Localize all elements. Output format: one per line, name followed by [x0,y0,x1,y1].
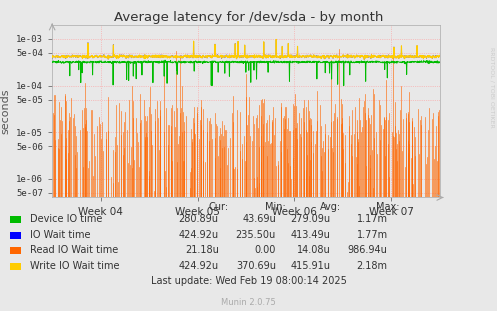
Text: 413.49u: 413.49u [291,230,331,240]
Text: Read IO Wait time: Read IO Wait time [30,245,118,255]
Text: Last update: Wed Feb 19 08:00:14 2025: Last update: Wed Feb 19 08:00:14 2025 [151,276,346,286]
Text: Device IO time: Device IO time [30,214,102,224]
Y-axis label: seconds: seconds [0,88,11,134]
Text: 1.17m: 1.17m [357,214,388,224]
Text: 424.92u: 424.92u [178,230,219,240]
Text: Write IO Wait time: Write IO Wait time [30,261,119,271]
Text: Min:: Min: [265,202,286,212]
Text: Max:: Max: [376,202,400,212]
Text: IO Wait time: IO Wait time [30,230,90,240]
Text: Avg:: Avg: [320,202,341,212]
Text: 14.08u: 14.08u [297,245,331,255]
Text: RRDTOOL / TOBI OETIKER: RRDTOOL / TOBI OETIKER [490,47,495,128]
Text: 0.00: 0.00 [254,245,276,255]
Text: 415.91u: 415.91u [291,261,331,271]
Text: 2.18m: 2.18m [357,261,388,271]
Text: 424.92u: 424.92u [178,261,219,271]
Text: 235.50u: 235.50u [236,230,276,240]
Text: Munin 2.0.75: Munin 2.0.75 [221,298,276,307]
Text: 370.69u: 370.69u [236,261,276,271]
Text: 279.09u: 279.09u [290,214,331,224]
Text: 986.94u: 986.94u [348,245,388,255]
Text: 280.89u: 280.89u [179,214,219,224]
Text: Cur:: Cur: [209,202,229,212]
Text: 1.77m: 1.77m [356,230,388,240]
Text: Average latency for /dev/sda - by month: Average latency for /dev/sda - by month [114,11,383,24]
Text: 43.69u: 43.69u [242,214,276,224]
Text: 21.18u: 21.18u [185,245,219,255]
